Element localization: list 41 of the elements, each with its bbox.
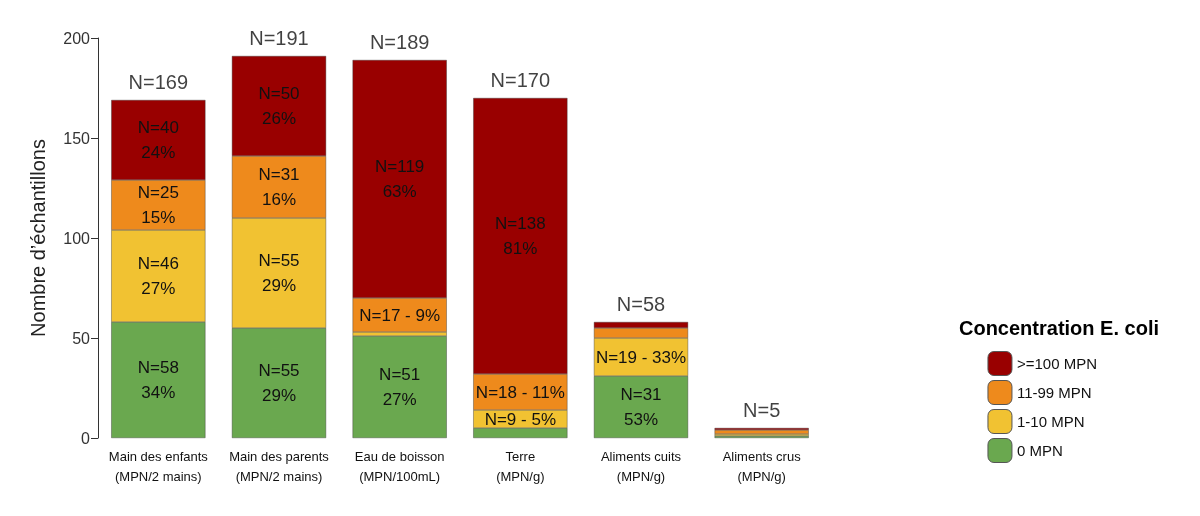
- y-axis-title: Nombre d’échantillons: [27, 139, 49, 337]
- data-label: N=17 - 9%: [359, 305, 441, 325]
- total-label: N=5: [743, 399, 781, 421]
- data-label: N=18 - 11%: [475, 382, 565, 402]
- total-label: N=189: [369, 31, 430, 53]
- data-label: N=31 16%: [258, 165, 300, 209]
- data-label: N=58 34%: [137, 358, 179, 402]
- data-label: N=119 63%: [375, 157, 425, 201]
- bar: [714, 430, 809, 434]
- y-tick-label: 50: [72, 329, 91, 347]
- data-label: N=46 27%: [137, 254, 179, 298]
- y-tick-label: 0: [81, 429, 91, 447]
- data-label: N=40 24%: [137, 118, 179, 162]
- x-tick-label: Aliments crus (MPN/g): [722, 448, 802, 484]
- data-label: N=31 53%: [620, 385, 662, 429]
- x-tick-label: Aliments cuits (MPN/g): [600, 448, 682, 484]
- y-tick-label: 100: [63, 229, 91, 247]
- data-label: N=51 27%: [379, 365, 421, 409]
- data-label: N=9 - 5%: [484, 409, 557, 429]
- y-tick-label: 150: [63, 129, 91, 147]
- x-tick-label: Main des enfants (MPN/2 mains): [108, 448, 209, 484]
- x-tick-label: Eau de boisson (MPN/100mL): [354, 448, 445, 484]
- legend-label: 1-10 MPN: [1016, 413, 1085, 430]
- total-label: N=169: [128, 71, 189, 93]
- x-tick-label: Terre (MPN/g): [496, 448, 545, 484]
- data-label: N=25 15%: [137, 183, 179, 227]
- data-label: N=50 26%: [258, 84, 300, 128]
- y-tick-label: 200: [63, 29, 91, 47]
- bar: [352, 336, 447, 438]
- data-label: N=55 29%: [258, 361, 300, 405]
- data-label: N=19 - 33%: [595, 347, 687, 367]
- total-label: N=170: [490, 69, 551, 91]
- total-label: N=191: [249, 27, 309, 49]
- legend-title: Concentration E. coli: [958, 317, 1160, 339]
- legend-label: 0 MPN: [1016, 442, 1063, 459]
- total-label: N=58: [616, 293, 666, 315]
- data-label: N=138 81%: [495, 214, 546, 258]
- data-label: N=55 29%: [258, 251, 300, 295]
- legend-label: 11-99 MPN: [1016, 384, 1092, 401]
- legend-label: >=100 MPN: [1016, 355, 1097, 372]
- x-tick-label: Main des parents (MPN/2 mains): [229, 448, 330, 484]
